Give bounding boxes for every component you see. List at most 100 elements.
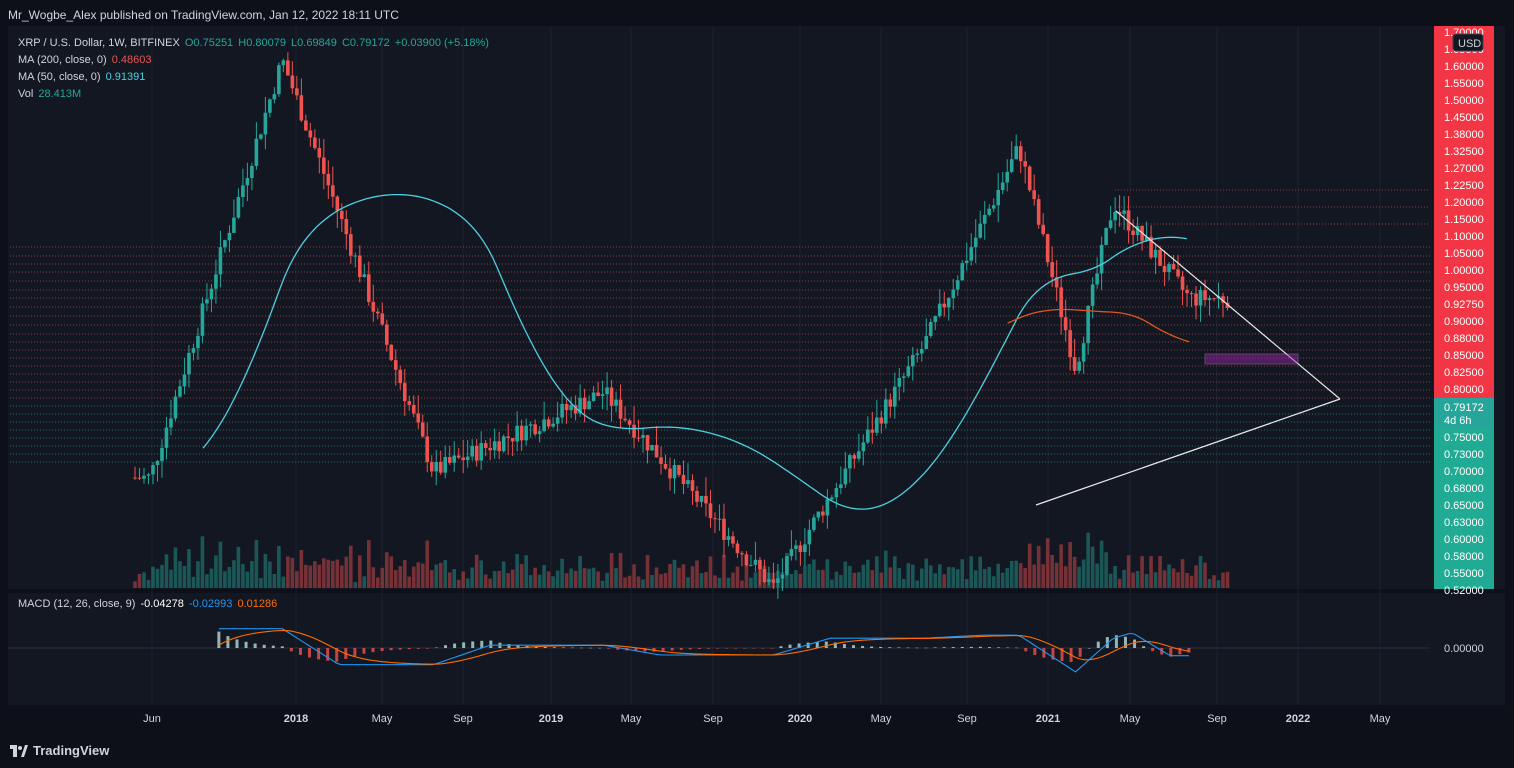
macd-hist-bar-34 [371,648,375,653]
macd-hist-bar-104 [688,648,692,650]
close-value: C0.79172 [341,37,390,49]
volume-bar-88 [528,575,533,588]
macd-hist-bar-204 [1142,646,1146,648]
tradingview-logo-icon [10,744,28,757]
volume-bar-110 [627,575,632,588]
volume-bar-171 [902,579,906,588]
candle-body-66 [429,462,434,472]
change-value: +0.03900 (+5.18%) [394,37,489,49]
candle-body-204 [1050,262,1054,278]
candle-body-217 [1108,220,1113,228]
candle-body-139 [758,559,762,570]
macd-hist-bar-116 [743,648,747,649]
macd-hist-bar-88 [616,648,620,650]
volume-bar-36 [295,571,299,588]
candle-body-31 [272,94,277,100]
volume-bar-91 [542,564,546,588]
macd-hist-bar-98 [661,648,665,652]
candle-body-127 [704,495,708,504]
volume-bar-104 [600,580,605,588]
candles [133,52,1230,599]
candle-body-25 [245,177,250,186]
price-tick-26: 0.68000 [1444,483,1484,495]
candle-body-109 [623,418,627,421]
brand-footer[interactable]: TradingView [10,743,109,758]
volume-bar-243 [1225,571,1230,588]
candle-body-108 [618,399,623,419]
volume-bar-222 [1131,572,1135,588]
candle-body-164 [870,429,875,433]
candle-body-191 [991,205,996,209]
price-tick-9: 1.22500 [1444,180,1484,192]
candle-body-104 [600,394,605,396]
candle-body-22 [232,217,236,233]
candle-body-203 [1045,234,1050,263]
candle-body-146 [789,548,794,557]
price-tick-14: 1.00000 [1444,265,1484,277]
symbol-label[interactable]: XRP / U.S. Dollar, 1W, BITFINEX [18,37,180,49]
volume-bar-206 [1059,544,1063,588]
candle-body-116 [654,444,659,458]
volume-bar-187 [973,570,978,588]
ma50-label[interactable]: MA (50, close, 0) [18,71,101,83]
vol-label[interactable]: Vol [18,88,34,100]
candle-body-100 [582,397,587,410]
candle-body-230 [1167,264,1171,273]
candle-body-84 [510,438,515,442]
candle-body-122 [681,474,686,485]
candle-body-88 [528,424,533,426]
candle-body-179 [937,303,942,317]
volume-bar-177 [928,565,933,588]
candle-body-73 [461,457,466,461]
volume-bar-22 [232,560,236,588]
macd-pane-bg [8,593,1505,705]
volume-bar-10 [178,561,182,588]
candle-body-40 [313,137,317,148]
macd-hist-bar-162 [951,647,955,648]
volume-bar-170 [897,568,902,588]
volume-bar-175 [919,568,924,588]
volume-bar-195 [1009,560,1014,588]
volume-bar-81 [497,570,501,588]
macd-hist-bar-178 [1024,648,1028,652]
candle-body-243 [1225,302,1230,309]
volume-bar-11 [182,565,187,588]
macd-hist-bar-2 [226,636,230,648]
candle-body-135 [740,553,744,555]
candle-body-160 [852,455,857,459]
ma200-label[interactable]: MA (200, close, 0) [18,54,107,66]
volume-bar-20 [223,571,227,588]
volume-bar-211 [1081,559,1086,588]
candle-body-149 [803,544,807,553]
candle-body-44 [331,185,335,197]
volume-bar-131 [722,554,726,588]
candle-body-17 [209,288,214,300]
volume-bar-13 [191,576,196,588]
candle-body-238 [1203,290,1207,301]
candle-body-136 [744,554,749,566]
volume-bar-41 [317,564,322,588]
candle-body-219 [1117,211,1122,214]
volume-bar-34 [286,556,290,588]
time-tick-11: May [1120,713,1141,725]
candle-body-154 [825,499,830,516]
volume-bar-231 [1171,568,1176,588]
candle-body-137 [749,564,753,566]
candle-body-47 [344,218,349,235]
candle-body-177 [928,322,933,337]
volume-bar-59 [398,566,403,588]
candle-body-196 [1014,146,1018,160]
candle-body-12 [187,352,191,375]
volume-bar-78 [483,574,488,588]
candle-body-161 [857,451,861,459]
macd-label[interactable]: MACD (12, 26, close, 9) [18,598,136,610]
price-tick-28: 0.63000 [1444,517,1484,529]
macd-hist-bar-192 [1087,647,1091,649]
currency-button[interactable]: USD [1458,38,1481,50]
volume-bar-29 [263,553,268,588]
volume-bar-123 [686,577,690,588]
candle-body-83 [506,436,510,439]
volume-bar-130 [717,577,722,588]
volume-bar-180 [942,574,947,588]
